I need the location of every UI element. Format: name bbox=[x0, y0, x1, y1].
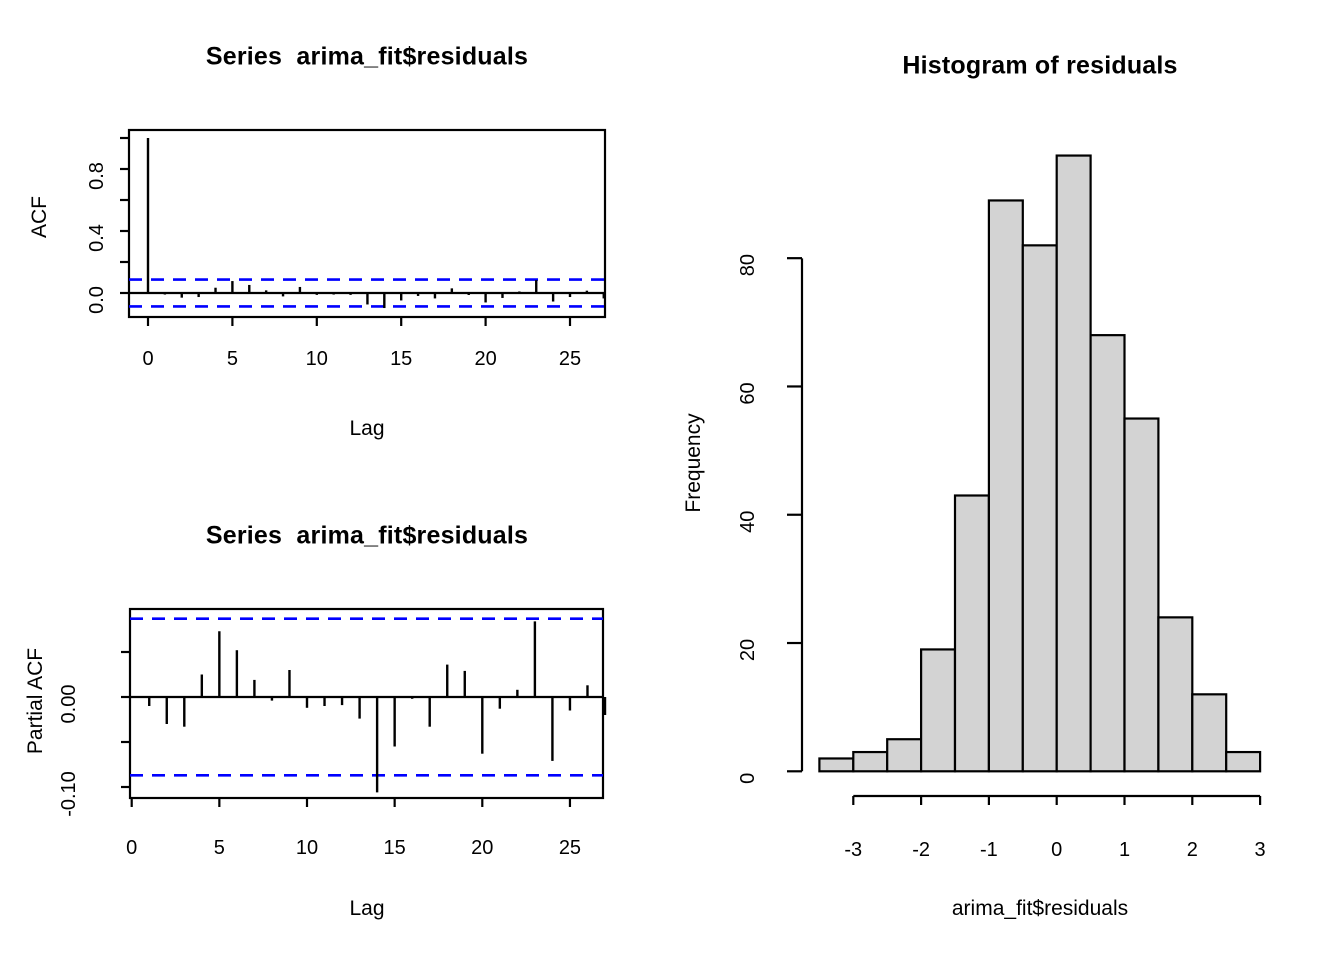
pacf-x-tick-label: 20 bbox=[471, 837, 493, 859]
hist-bar bbox=[1021, 244, 1058, 773]
hist-y-tick-label: 40 bbox=[737, 511, 759, 533]
hist-bar bbox=[1225, 750, 1262, 773]
hist-bar bbox=[818, 757, 855, 773]
acf-plot-box bbox=[127, 128, 607, 319]
hist-title: Histogram of residuals bbox=[902, 51, 1178, 80]
hist-x-tick-label: 2 bbox=[1187, 839, 1198, 861]
hist-ylabel: Frequency bbox=[682, 413, 705, 513]
pacf-x-tick-label: 25 bbox=[559, 837, 581, 859]
pacf-x-tick-label: 5 bbox=[214, 837, 225, 859]
acf-title: Series arima_fit$residuals bbox=[205, 42, 529, 71]
pacf-y-tick-label: 0.00 bbox=[58, 685, 80, 724]
pacf-xlabel: Lag bbox=[349, 897, 385, 920]
pacf-plot-box bbox=[128, 607, 605, 800]
hist-bar bbox=[852, 750, 889, 773]
hist-bar bbox=[987, 199, 1024, 773]
hist-y-tick-label: 80 bbox=[737, 254, 759, 276]
pacf-ylabel: Partial ACF bbox=[24, 647, 47, 755]
hist-y-tick-label: 0 bbox=[737, 773, 759, 784]
hist-xlabel: arima_fit$residuals bbox=[951, 897, 1129, 920]
hist-x-tick-label: 3 bbox=[1255, 839, 1266, 861]
acf-x-tick-label: 10 bbox=[306, 348, 328, 370]
pacf-y-tick-label: -0.10 bbox=[58, 771, 80, 817]
acf-x-tick-label: 0 bbox=[142, 348, 153, 370]
hist-x-tick-label: -1 bbox=[980, 839, 998, 861]
acf-xlabel: Lag bbox=[349, 417, 385, 440]
hist-x-tick-label: 0 bbox=[1051, 839, 1062, 861]
acf-y-tick-label: 0.4 bbox=[86, 224, 108, 252]
acf-y-tick-label: 0.8 bbox=[86, 162, 108, 190]
acf-y-tick-label: 0.0 bbox=[86, 286, 108, 314]
hist-x-tick-label: 1 bbox=[1119, 839, 1130, 861]
hist-bar bbox=[886, 738, 923, 773]
acf-x-tick-label: 25 bbox=[559, 348, 581, 370]
hist-bar bbox=[1055, 154, 1092, 773]
hist-x-tick-label: -3 bbox=[844, 839, 862, 861]
acf-x-tick-label: 15 bbox=[390, 348, 412, 370]
hist-y-tick-label: 20 bbox=[737, 639, 759, 661]
hist-bar bbox=[953, 494, 991, 773]
pacf-x-tick-label: 10 bbox=[296, 837, 318, 859]
hist-bar bbox=[919, 648, 957, 773]
pacf-title: Series arima_fit$residuals bbox=[205, 521, 529, 550]
acf-x-tick-label: 5 bbox=[227, 348, 238, 370]
hist-bar bbox=[1123, 417, 1160, 773]
acf-ylabel: ACF bbox=[28, 196, 51, 238]
hist-x-tick-label: -2 bbox=[912, 839, 930, 861]
pacf-x-tick-label: 0 bbox=[126, 837, 137, 859]
hist-bar bbox=[1157, 616, 1194, 773]
hist-y-tick-label: 60 bbox=[737, 382, 759, 404]
hist-bar bbox=[1089, 334, 1126, 773]
acf-x-tick-label: 20 bbox=[474, 348, 496, 370]
hist-bar bbox=[1191, 693, 1228, 773]
pacf-x-tick-label: 15 bbox=[384, 837, 406, 859]
